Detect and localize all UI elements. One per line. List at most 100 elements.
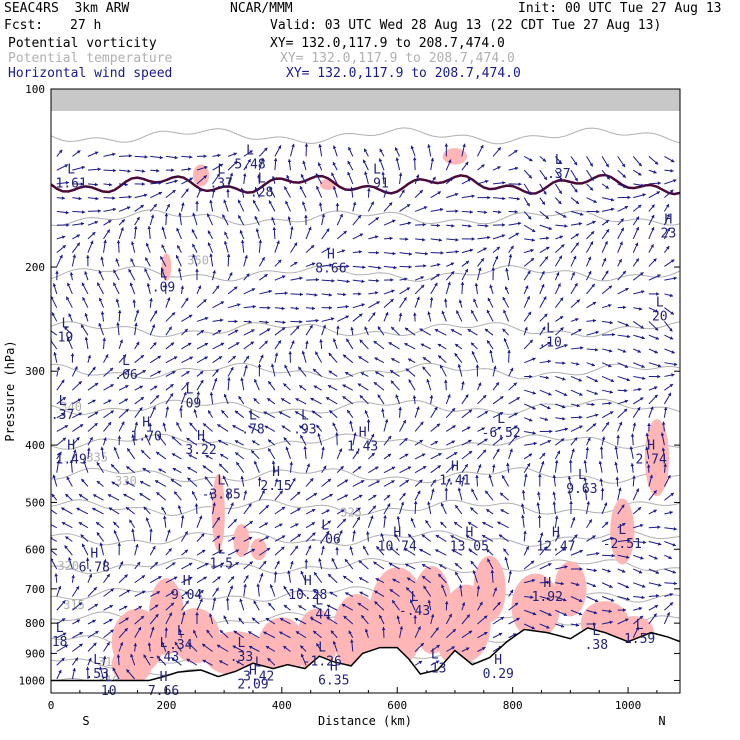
wind-vector — [617, 258, 622, 267]
wind-vector — [212, 301, 225, 309]
wind-vector — [217, 423, 229, 432]
wind-vector — [134, 626, 142, 639]
wind-vector — [554, 255, 563, 267]
wind-vector — [110, 463, 120, 474]
wind-vector — [437, 343, 447, 350]
wind-vector — [461, 450, 473, 460]
wind-vector — [399, 466, 412, 474]
wind-vector — [421, 563, 431, 570]
wind-vector — [181, 342, 192, 350]
wind-vector — [331, 557, 338, 570]
wind-vector — [238, 395, 245, 405]
wind-vector — [481, 534, 494, 542]
wind-vector — [539, 270, 545, 281]
wind-vector — [398, 406, 402, 418]
wind-vector — [299, 185, 307, 198]
wind-vector — [294, 617, 307, 625]
wind-vector — [115, 298, 120, 308]
pv-extremum-label: L1.61 — [56, 162, 87, 191]
wind-vector — [107, 494, 120, 501]
extremum-value: 13.05 — [450, 539, 489, 554]
wind-vector — [87, 366, 96, 377]
wind-vector — [570, 183, 578, 193]
wind-vector — [421, 534, 432, 542]
wind-vector — [72, 619, 81, 625]
wind-vector — [139, 492, 151, 501]
wind-vector — [555, 581, 564, 586]
wind-vector — [181, 314, 193, 322]
wind-vector — [80, 324, 89, 336]
wind-vector — [414, 626, 421, 638]
wind-vector — [570, 233, 580, 240]
wind-vector — [663, 392, 672, 405]
wind-vector — [497, 521, 509, 529]
wind-vector — [633, 540, 647, 545]
extremum-value: 1.43 — [347, 440, 378, 455]
wind-vector — [461, 161, 469, 171]
wind-vector — [568, 459, 573, 473]
wind-vector — [345, 338, 354, 350]
wind-vector — [570, 242, 580, 253]
wind-vector — [430, 157, 435, 171]
wind-vector — [399, 277, 408, 282]
wind-vector — [633, 568, 643, 574]
extremum-value: 1.61 — [56, 176, 87, 191]
wind-vector — [570, 317, 579, 322]
wind-vector — [274, 326, 286, 336]
wind-vector — [84, 312, 89, 322]
wind-vector — [271, 175, 276, 185]
wind-vector — [327, 573, 338, 584]
wind-vector — [125, 506, 135, 515]
wind-vector — [586, 596, 599, 603]
wind-vector — [357, 383, 369, 391]
wind-vector — [239, 598, 245, 611]
wind-vector — [437, 354, 447, 364]
wind-vector — [617, 388, 628, 393]
extremum-value: -.43 — [399, 604, 430, 619]
wind-vector — [290, 560, 294, 570]
wind-vector — [209, 253, 214, 267]
pv-extremum-label: H10.28 — [288, 574, 327, 603]
wind-vector — [414, 174, 420, 185]
wind-vector — [196, 589, 204, 597]
wind-vector — [407, 533, 416, 542]
wind-vector — [446, 249, 459, 254]
wind-vector — [427, 144, 432, 157]
wind-vector — [394, 533, 400, 542]
wind-vector — [552, 501, 557, 515]
wind-vector — [378, 158, 385, 171]
wind-vector — [508, 221, 522, 226]
wind-vector — [389, 588, 400, 597]
wind-vector — [155, 451, 167, 460]
wind-vector — [259, 536, 270, 542]
wind-vector — [570, 255, 577, 267]
wind-vector — [181, 576, 193, 584]
pv-extremum-label: L1.5 — [209, 543, 232, 572]
pv-extremum-label: L.91 — [365, 162, 388, 191]
wind-vector — [664, 259, 675, 267]
wind-vector — [617, 421, 623, 432]
wind-vector — [103, 604, 114, 611]
wind-vector — [508, 245, 514, 253]
wind-vector — [274, 523, 283, 529]
wind-vector — [205, 454, 213, 460]
wind-vector — [648, 525, 661, 529]
wind-vector — [165, 297, 171, 308]
wind-vector — [523, 183, 532, 196]
wind-vector — [87, 630, 99, 639]
wind-vector — [274, 352, 279, 363]
wind-vector — [389, 546, 400, 556]
wind-vector — [555, 416, 566, 421]
wind-vector — [352, 507, 361, 515]
wind-vector — [56, 244, 67, 254]
wind-vector — [648, 406, 654, 418]
wind-vector — [85, 666, 90, 680]
wind-vector — [52, 474, 58, 487]
extremum-value: .28 — [250, 185, 273, 200]
wind-vector — [617, 568, 626, 573]
extremum-letter: L — [592, 624, 600, 639]
wind-vector — [305, 463, 311, 473]
wind-vector — [648, 540, 662, 546]
wind-vector — [523, 169, 533, 179]
wind-vector — [570, 517, 576, 528]
